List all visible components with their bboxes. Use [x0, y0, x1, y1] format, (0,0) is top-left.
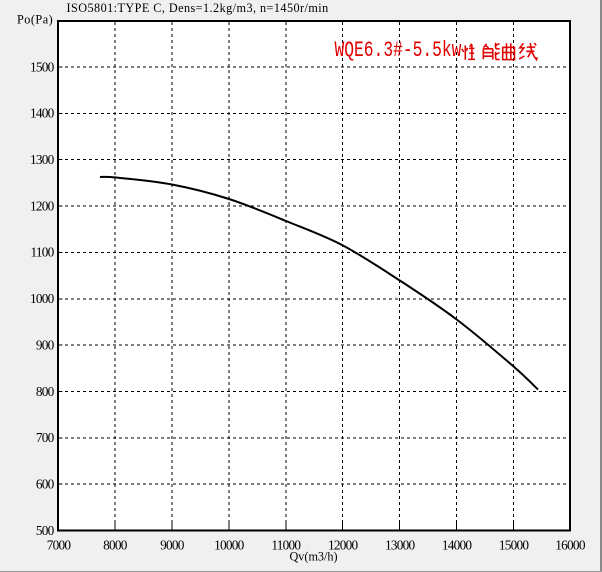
svg-text:1500: 1500: [30, 59, 55, 74]
svg-text:Po(Pa): Po(Pa): [17, 13, 53, 27]
svg-text:1400: 1400: [30, 106, 55, 121]
svg-text:700: 700: [36, 430, 55, 445]
svg-text:10000: 10000: [214, 538, 245, 553]
svg-text:16000: 16000: [555, 538, 586, 553]
svg-text:1000: 1000: [30, 291, 55, 306]
svg-text:12000: 12000: [328, 538, 359, 553]
svg-text:9000: 9000: [160, 538, 185, 553]
svg-text:11000: 11000: [271, 538, 301, 553]
svg-text:WQE6.3#-5.5kw: WQE6.3#-5.5kw: [335, 38, 462, 63]
svg-text:800: 800: [36, 384, 55, 399]
svg-text:ISO5801:TYPE C, Dens=1.2kg/m3,: ISO5801:TYPE C, Dens=1.2kg/m3, n=1450r/m…: [67, 1, 329, 15]
svg-text:15000: 15000: [499, 538, 530, 553]
svg-text:1300: 1300: [30, 152, 55, 167]
svg-text:1100: 1100: [30, 245, 54, 260]
svg-text:1200: 1200: [30, 198, 55, 213]
svg-text:500: 500: [36, 523, 55, 538]
svg-text:13000: 13000: [385, 538, 416, 553]
svg-text:600: 600: [36, 477, 55, 492]
svg-text:7000: 7000: [47, 538, 72, 553]
svg-text:8000: 8000: [103, 538, 128, 553]
svg-text:14000: 14000: [442, 538, 473, 553]
svg-text:900: 900: [36, 337, 55, 352]
svg-text:Qv(m3/h): Qv(m3/h): [290, 550, 338, 564]
